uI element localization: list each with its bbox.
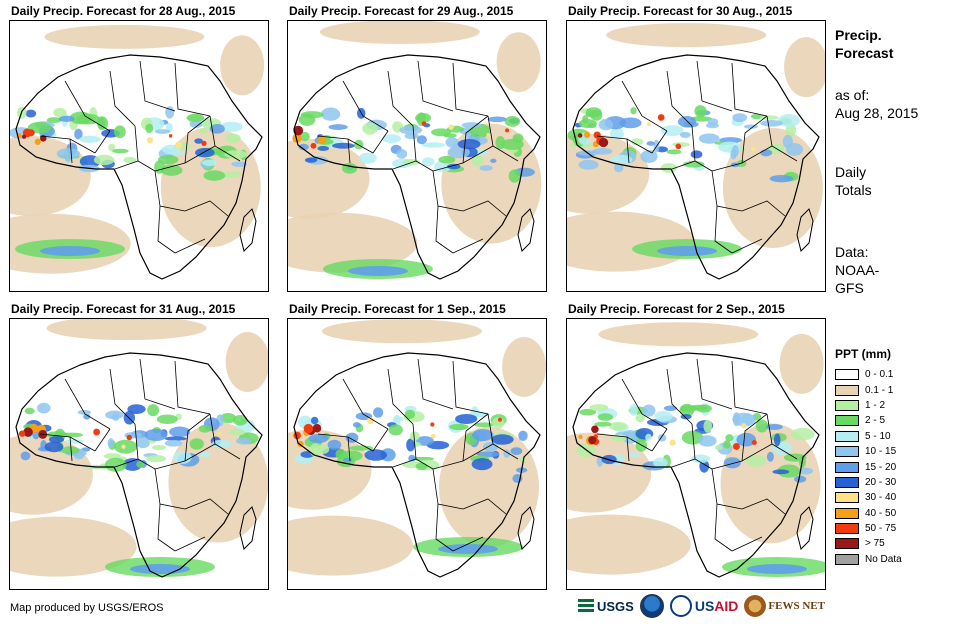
fews-globe-icon xyxy=(744,595,767,617)
sidebar-title-line: Precip. xyxy=(835,27,882,43)
forecast-map xyxy=(566,20,826,292)
legend-swatch xyxy=(835,446,859,458)
legend-swatch xyxy=(835,461,859,473)
legend-label: > 75 xyxy=(865,538,885,550)
legend-label: 1 - 2 xyxy=(865,399,886,411)
usgs-wave-icon xyxy=(578,599,594,613)
map-credit: Map produced by USGS/EROS xyxy=(10,602,164,614)
precip-legend: PPT (mm) 0 - 0.1 0.1 - 1 1 - 2 2 - 5 5 - 10 1… xyxy=(835,347,902,567)
legend-item: > 75 xyxy=(835,536,902,551)
panel-title: Daily Precip. Forecast for 30 Aug., 2015 xyxy=(568,4,793,18)
legend-item: 1 - 2 xyxy=(835,398,902,413)
forecast-panel: Daily Precip. Forecast for 2 Sep., 2015 xyxy=(566,302,828,590)
forecast-map xyxy=(566,318,826,590)
legend-swatch xyxy=(835,384,859,396)
legend-label: 0 - 0.1 xyxy=(865,369,894,381)
usaid-seal-icon xyxy=(669,595,692,617)
data-source: Data: NOAA- GFS xyxy=(835,243,879,297)
legend-label: 0.1 - 1 xyxy=(865,384,894,396)
legend-swatch xyxy=(835,538,859,550)
legend-label: 2 - 5 xyxy=(865,415,886,427)
legend-label: 50 - 75 xyxy=(865,523,897,535)
legend-swatch xyxy=(835,399,859,411)
usgs-logo: USGS xyxy=(578,599,634,614)
legend-item: 10 - 15 xyxy=(835,444,902,459)
forecast-map xyxy=(287,318,547,590)
legend-item: 30 - 40 xyxy=(835,490,902,505)
sidebar-title-line: Forecast xyxy=(835,45,894,61)
as-of-label: as of: xyxy=(835,87,870,103)
forecast-panel: Daily Precip. Forecast for 1 Sep., 2015 xyxy=(287,302,549,590)
legend-item: 0 - 0.1 xyxy=(835,367,902,382)
legend-item: 50 - 75 xyxy=(835,521,902,536)
usaid-logo-text-a: US xyxy=(694,598,715,614)
noaa-logo xyxy=(639,594,664,618)
legend-swatch xyxy=(835,430,859,442)
usgs-logo-text: USGS xyxy=(597,598,634,614)
panel-title: Daily Precip. Forecast for 29 Aug., 2015 xyxy=(289,4,514,18)
legend-item: 20 - 30 xyxy=(835,475,902,490)
precip-map-svg xyxy=(567,23,825,280)
forecast-map xyxy=(9,20,269,292)
precip-map-svg xyxy=(567,322,825,578)
forecast-panel: Daily Precip. Forecast for 30 Aug., 2015 xyxy=(566,4,828,292)
precip-map-svg xyxy=(288,21,542,280)
legend-swatch xyxy=(835,492,859,504)
legend-items: 0 - 0.1 0.1 - 1 1 - 2 2 - 5 5 - 10 10 - 15 15 … xyxy=(835,367,902,567)
precip-map-svg xyxy=(10,319,268,578)
fews-logo-text: FEWS NET xyxy=(768,600,825,612)
panel-title: Daily Precip. Forecast for 1 Sep., 2015 xyxy=(289,302,506,316)
legend-swatch xyxy=(835,507,859,519)
totals-line: Totals xyxy=(835,182,872,198)
fews-net-logo: FEWS NET xyxy=(744,595,825,617)
legend-swatch xyxy=(835,476,859,488)
panel-title: Daily Precip. Forecast for 31 Aug., 2015 xyxy=(11,302,236,316)
legend-label: 40 - 50 xyxy=(865,507,897,519)
data-source-line: Data: xyxy=(835,244,869,260)
forecast-map xyxy=(287,20,547,292)
forecast-panel: Daily Precip. Forecast for 28 Aug., 2015 xyxy=(9,4,271,292)
legend-item: 15 - 20 xyxy=(835,459,902,474)
usaid-logo-text-b: AID xyxy=(714,598,739,614)
legend-swatch xyxy=(835,415,859,427)
legend-item: 0.1 - 1 xyxy=(835,382,902,397)
legend-label: 15 - 20 xyxy=(865,461,897,473)
legend-swatch xyxy=(835,369,859,381)
legend-swatch xyxy=(835,523,859,535)
forecast-panel: Daily Precip. Forecast for 29 Aug., 2015 xyxy=(287,4,549,292)
panel-title: Daily Precip. Forecast for 2 Sep., 2015 xyxy=(568,302,785,316)
totals-line: Daily xyxy=(835,164,867,180)
legend-item: 2 - 5 xyxy=(835,413,902,428)
legend-label: No Data xyxy=(865,553,902,565)
legend-label: 20 - 30 xyxy=(865,476,897,488)
as-of-date: as of: Aug 28, 2015 xyxy=(835,86,918,122)
data-source-line: NOAA- xyxy=(835,262,880,278)
legend-label: 5 - 10 xyxy=(865,430,891,442)
forecast-panel: Daily Precip. Forecast for 31 Aug., 2015 xyxy=(9,302,271,590)
forecast-map xyxy=(9,318,269,590)
legend-item: 5 - 10 xyxy=(835,429,902,444)
legend-item: 40 - 50 xyxy=(835,506,902,521)
precip-map-svg xyxy=(288,319,546,578)
data-source-line: GFS xyxy=(835,280,864,296)
legend-swatch xyxy=(835,553,859,565)
legend-item: No Data xyxy=(835,552,902,567)
sidebar-title: Precip. Forecast xyxy=(835,26,893,62)
legend-title: PPT (mm) xyxy=(835,347,892,361)
as-of-value: Aug 28, 2015 xyxy=(835,105,919,121)
legend-label: 10 - 15 xyxy=(865,446,897,458)
totals-note: Daily Totals xyxy=(835,163,872,199)
legend-label: 30 - 40 xyxy=(865,492,897,504)
agency-logos: USGS USAID FEWS NET xyxy=(578,594,825,618)
usaid-logo: USAID xyxy=(669,595,739,617)
panel-title: Daily Precip. Forecast for 28 Aug., 2015 xyxy=(11,4,236,18)
precip-map-svg xyxy=(10,24,265,280)
